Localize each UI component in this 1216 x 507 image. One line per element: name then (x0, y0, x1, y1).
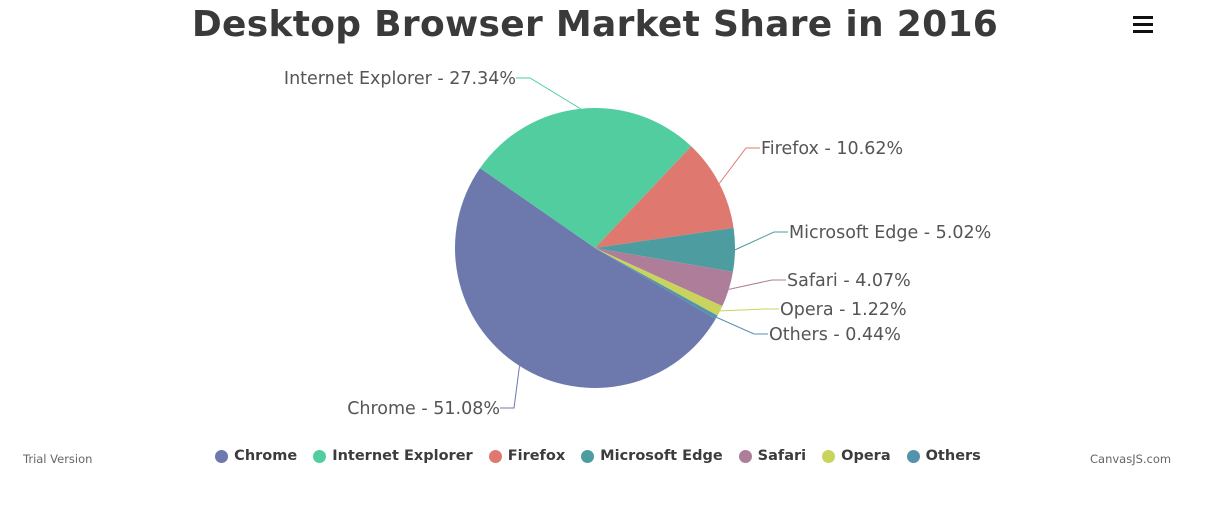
pie-slice-internet-explorer[interactable] (480, 108, 692, 248)
leader-line-chrome (500, 365, 520, 409)
pie-chart: Chrome - 51.08% Internet Explorer - 27.34… (284, 69, 991, 419)
legend-label-microsoft-edge: Microsoft Edge (600, 448, 723, 464)
pie-slices (455, 108, 736, 388)
legend-item-opera[interactable]: Opera (822, 448, 891, 464)
leader-line-firefox (718, 147, 760, 184)
legend-label-opera: Opera (841, 448, 891, 464)
pie-slice-chrome[interactable] (455, 168, 716, 388)
slice-labels: Chrome - 51.08% Internet Explorer - 27.34… (284, 69, 991, 419)
legend-label-chrome: Chrome (234, 448, 298, 464)
legend-marker-others (906, 449, 920, 463)
canvasjs-credit-link[interactable]: CanvasJS.com (1090, 452, 1172, 466)
chart-title: Desktop Browser Market Share in 2016 (191, 4, 999, 45)
legend-item-others[interactable]: Others (906, 448, 981, 464)
legend-label-safari: Safari (757, 448, 807, 464)
leader-line-others (716, 316, 768, 335)
legend-marker-opera (822, 449, 836, 463)
legend-marker-chrome (215, 449, 229, 463)
slice-label-opera: Opera - 1.22% (780, 300, 907, 320)
legend-item-internet-explorer[interactable]: Internet Explorer (313, 448, 473, 464)
legend-marker-microsoft-edge (581, 449, 595, 463)
slice-label-others: Others - 0.44% (769, 325, 901, 345)
pie-slice-others[interactable] (595, 248, 718, 320)
slice-label-internet-explorer: Internet Explorer - 27.34% (284, 69, 516, 89)
slice-label-microsoft-edge: Microsoft Edge - 5.02% (789, 223, 991, 243)
leader-line-microsoft-edge (734, 231, 788, 251)
legend-label-internet-explorer: Internet Explorer (332, 448, 473, 464)
slice-label-firefox: Firefox - 10.62% (761, 139, 903, 159)
chart-legend: Chrome Internet Explorer Firefox Microsoft … (0, 448, 1196, 464)
leader-line-opera (720, 308, 779, 312)
legend-label-firefox: Firefox (507, 448, 566, 464)
hamburger-menu-icon[interactable] (1126, 10, 1160, 40)
legend-item-safari[interactable]: Safari (738, 448, 807, 464)
pie-slice-safari[interactable] (595, 248, 733, 307)
legend-marker-firefox (488, 449, 502, 463)
pie-slice-firefox[interactable] (595, 146, 734, 248)
legend-marker-safari (738, 449, 752, 463)
leader-lines (500, 77, 788, 409)
legend-marker-internet-explorer (313, 449, 327, 463)
legend-item-microsoft-edge[interactable]: Microsoft Edge (581, 448, 723, 464)
trial-version-text: Trial Version (23, 452, 93, 466)
pie-slice-opera[interactable] (595, 248, 723, 316)
pie-slice-microsoft-edge[interactable] (595, 227, 736, 272)
slice-label-chrome: Chrome - 51.08% (347, 399, 500, 419)
legend-item-firefox[interactable]: Firefox (488, 448, 566, 464)
leader-line-internet-explorer (516, 77, 581, 110)
leader-line-safari (728, 279, 786, 290)
slice-label-safari: Safari - 4.07% (787, 271, 911, 291)
legend-item-chrome[interactable]: Chrome (215, 448, 297, 464)
legend-label-others: Others (925, 448, 981, 464)
